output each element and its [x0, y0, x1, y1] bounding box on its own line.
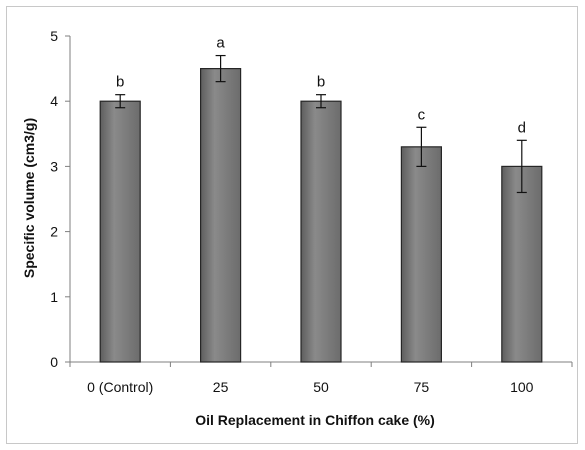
significance-label: b	[317, 74, 325, 91]
bar	[200, 67, 242, 363]
significance-label: a	[216, 35, 225, 52]
bar	[501, 165, 543, 363]
y-axis-title: Specific volume (cm3/g)	[21, 118, 37, 278]
plot-area: 0 1 2 3 4 5 b 0 (Control) a 25 b 50 c 75 d 100	[50, 28, 573, 395]
bar	[400, 146, 442, 363]
significance-label: b	[116, 74, 124, 91]
x-tick-label: 50	[313, 379, 329, 395]
significance-label: c	[418, 106, 426, 123]
y-tick-label: 2	[50, 224, 58, 240]
y-tick-label: 5	[50, 28, 58, 44]
bar	[300, 100, 342, 363]
y-tick-label: 3	[50, 158, 58, 174]
x-tick-label: 75	[414, 379, 430, 395]
x-axis-title: Oil Replacement in Chiffon cake (%)	[195, 412, 435, 428]
x-tick-label: 25	[213, 379, 229, 395]
y-tick-label: 4	[50, 93, 58, 109]
bar	[99, 100, 141, 363]
x-tick-label: 0 (Control)	[87, 379, 153, 395]
significance-label: d	[518, 119, 526, 136]
y-tick-label: 0	[50, 354, 58, 370]
x-tick-label: 100	[510, 379, 534, 395]
y-tick-label: 1	[50, 289, 58, 305]
